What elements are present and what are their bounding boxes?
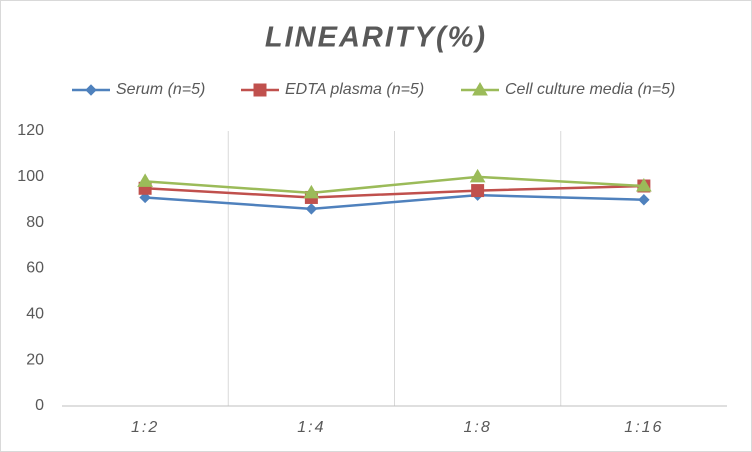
series-line	[145, 175, 644, 195]
legend-label: EDTA plasma (n=5)	[285, 81, 424, 98]
y-tick-label: 20	[26, 351, 44, 368]
marker	[638, 194, 650, 206]
marker	[303, 184, 320, 199]
y-tick-label: 40	[26, 306, 44, 323]
x-tick-label: 1:16	[624, 419, 663, 436]
legend-label: Serum (n=5)	[116, 81, 205, 98]
marker	[305, 203, 318, 215]
marker	[85, 84, 97, 96]
marker	[636, 178, 652, 192]
y-tick-label: 100	[17, 168, 44, 185]
x-tick-label: 1:2	[131, 419, 159, 436]
y-tick-label: 0	[35, 397, 44, 414]
series-line	[145, 193, 644, 211]
marker	[137, 173, 153, 187]
chart-title: LINEARITY(%)	[265, 22, 487, 54]
marker	[471, 184, 485, 198]
marker	[469, 168, 486, 183]
x-tick-label: 1:4	[297, 419, 325, 436]
marker	[253, 83, 267, 97]
marker	[139, 191, 151, 204]
x-tick-label: 1:8	[464, 419, 492, 436]
legend-label: Cell culture media (n=5)	[505, 81, 675, 98]
y-tick-label: 120	[17, 122, 44, 139]
y-tick-label: 60	[26, 260, 44, 277]
marker	[472, 82, 488, 96]
series-line	[145, 184, 644, 199]
y-tick-label: 80	[26, 214, 44, 231]
